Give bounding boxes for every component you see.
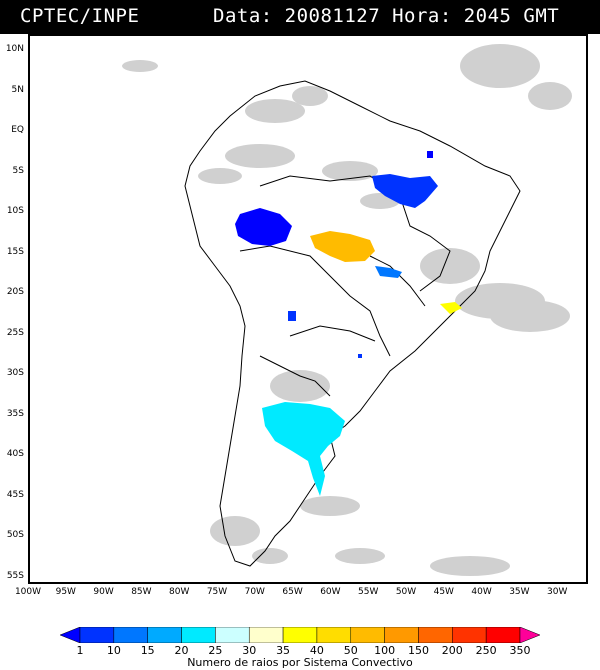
lat-label: 10S (6, 206, 24, 216)
lon-label: 75W (206, 587, 228, 597)
colorbar-segment (350, 627, 385, 643)
colorbar-segment (452, 627, 487, 643)
lon-label: 100W (14, 587, 42, 597)
colorbar-label: 100 (374, 644, 396, 657)
lon-label: 85W (131, 587, 152, 597)
map-canvas (122, 44, 572, 576)
system-central-brazil (310, 231, 375, 262)
colorbar-arrow-left (60, 627, 81, 643)
colorbar-label: 150 (407, 644, 429, 657)
lon-label: 45W (433, 587, 454, 597)
system-small-chile (288, 311, 296, 321)
lon-label: 80W (169, 587, 190, 597)
system-mid-blue (375, 266, 402, 278)
lat-label: 35S (6, 408, 24, 419)
colorbar-segment (79, 627, 115, 643)
colorbar-segment (248, 627, 284, 643)
colorbar-label: 250 (475, 644, 497, 657)
colorbar-label: 35 (276, 644, 291, 657)
colorbar-label: 50 (343, 644, 358, 657)
lat-label: 50S (6, 530, 24, 540)
colorbar-label: 25 (208, 644, 223, 657)
colorbar-segment (485, 627, 521, 643)
source-label: CPTEC/INPE (20, 5, 140, 27)
lon-label: 90W (93, 587, 114, 597)
lon-label: 65W (282, 587, 303, 597)
colorbar-segment (113, 627, 148, 643)
lon-label: 55W (358, 587, 379, 597)
colorbar-segment (282, 627, 318, 643)
map-panel (28, 34, 588, 584)
colorbar-label: 15 (140, 644, 155, 657)
colorbar-label: 350 (509, 644, 531, 657)
lat-label: 30S (6, 368, 24, 378)
lon-label: 30W (547, 587, 568, 597)
colorbar-label: 1 (76, 644, 84, 657)
lon-label: 95W (55, 587, 76, 597)
colorbar-label: 20 (174, 644, 189, 657)
system-northeast-brazil (372, 174, 438, 208)
system-southeast-brazil (440, 302, 462, 314)
colorbar-segment (181, 627, 216, 643)
colorbar-arrow-right (519, 627, 540, 643)
lon-label: 70W (244, 587, 265, 597)
system-small-parana (358, 354, 362, 358)
system-western-amazon (235, 208, 292, 246)
lon-label: 40W (471, 587, 492, 597)
colorbar-segment (147, 627, 182, 643)
lat-label: 45S (6, 489, 24, 500)
colorbar-caption: Numero de raios por Sistema Convectivo (187, 656, 413, 669)
colorbar (60, 627, 540, 643)
colorbar-label: 10 (106, 644, 121, 657)
lon-label: 35W (509, 587, 530, 597)
lat-label: 25S (6, 327, 24, 338)
lon-label: 60W (320, 587, 341, 597)
lat-label: EQ (11, 125, 24, 135)
system-small-north (427, 151, 433, 158)
lon-label: 50W (395, 587, 417, 597)
colorbar-label: 40 (309, 644, 324, 657)
lat-label: 55S (6, 570, 24, 581)
lat-label: 5N (11, 84, 24, 95)
datetime-label: Data: 20081127 Hora: 2045 GMT (213, 5, 560, 27)
system-argentina (262, 402, 345, 496)
lat-label: 10N (5, 44, 24, 54)
colorbar-label: 200 (441, 644, 463, 657)
colorbar-segment (215, 627, 250, 643)
colorbar-segment (418, 627, 453, 643)
convective-system-cells (235, 151, 462, 496)
lat-label: 15S (6, 246, 24, 257)
header-bar: CPTEC/INPE Data: 20081127 Hora: 2045 GMT (0, 0, 600, 34)
cloud-cover (122, 44, 572, 576)
lat-label: 40S (6, 449, 24, 459)
lat-label: 20S (6, 287, 24, 297)
lat-label: 5S (12, 165, 24, 176)
colorbar-label: 30 (242, 644, 257, 657)
colorbar-segment (316, 627, 352, 643)
colorbar-segment (384, 627, 419, 643)
coastline (184, 80, 521, 567)
